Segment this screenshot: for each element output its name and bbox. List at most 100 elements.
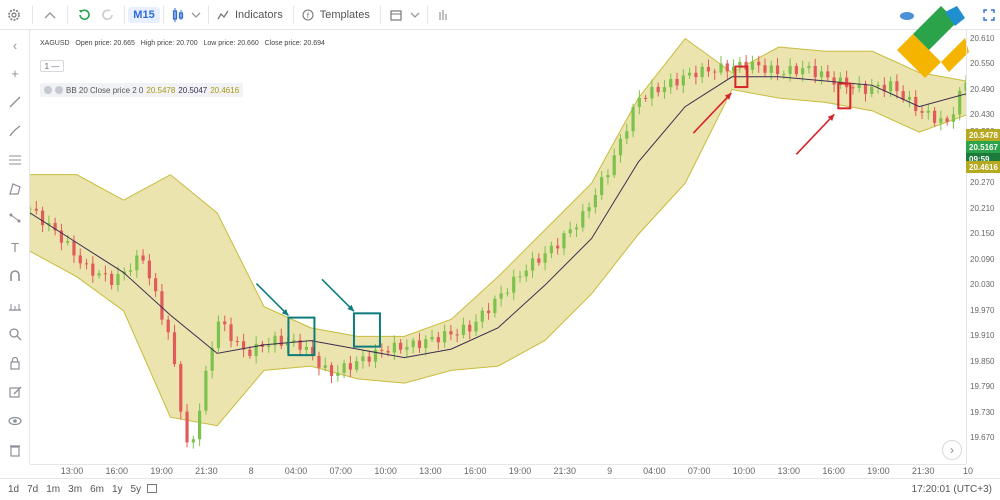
divider [379, 5, 381, 24]
price-tick-label: 20.210 [970, 203, 995, 213]
period-1y[interactable]: 1y [111, 484, 123, 495]
crosshair-icon[interactable]: + [11, 65, 19, 81]
candle-body [876, 84, 880, 87]
candle-body [392, 342, 396, 353]
candle-body [882, 84, 886, 92]
lower-band-tag-label: 20.4616 [969, 162, 998, 172]
indicator-settings-gear-icon[interactable] [55, 86, 63, 94]
time-tick-label: 19:00 [867, 466, 890, 476]
time-axis[interactable]: 13:00 16:00 19:00 21:30 8 04:00 07:00 10:00 13:0… [30, 464, 973, 478]
candle-body [317, 355, 321, 368]
bollinger-band-fill [30, 38, 966, 426]
text-icon[interactable]: T [11, 239, 19, 255]
indicators-button[interactable]: Indicators [213, 0, 289, 30]
countdown-tag-label: 09:59 [969, 154, 990, 164]
candle-body [650, 86, 654, 99]
settings-gear-icon[interactable] [0, 0, 28, 30]
redo-icon[interactable] [96, 0, 120, 30]
scroll-right-icon[interactable]: › [942, 440, 962, 460]
calendar-icon[interactable] [385, 0, 407, 30]
pattern-icon[interactable] [6, 209, 24, 227]
cloud-icon[interactable] [898, 0, 916, 30]
candle-body [235, 341, 239, 343]
candle-body [618, 138, 623, 156]
candle-body [863, 83, 868, 94]
pane-count-toggle[interactable]: 1 — [40, 60, 64, 72]
candlestick-type-icon[interactable] [168, 0, 188, 30]
candle-body [813, 66, 817, 78]
candle-body [311, 346, 315, 356]
candle-body [480, 310, 484, 322]
candle-body [424, 339, 428, 348]
candle-body [373, 349, 378, 362]
candle-body [775, 65, 780, 75]
candle-body [116, 274, 120, 285]
candle-body [417, 340, 422, 348]
brush-icon[interactable] [6, 122, 24, 140]
candle-body [66, 241, 70, 243]
candle-body [505, 292, 510, 294]
candle-body [556, 245, 560, 249]
candle-body [625, 131, 629, 139]
candle-body [750, 61, 755, 70]
bollinger-legend[interactable]: BB 20 Close price 2 0 20.5478 20.5047 20… [40, 83, 244, 97]
period-1d[interactable]: 1d [8, 484, 20, 495]
eye-icon[interactable] [6, 412, 24, 430]
time-tick-label: 10 [962, 466, 974, 476]
fibonacci-icon[interactable] [6, 151, 24, 169]
period-5y[interactable]: 5y [130, 484, 142, 495]
period-7d[interactable]: 7d [27, 484, 39, 495]
candle-body [914, 96, 918, 112]
calendar-chevron-down-icon[interactable] [407, 0, 423, 30]
candle-body [807, 66, 811, 69]
candle-body [59, 230, 64, 243]
candle-body [857, 83, 861, 88]
date-range-calendar-icon[interactable] [147, 483, 158, 496]
period-3m[interactable]: 3m [68, 484, 83, 495]
bollinger-upper-value: 20.5478 [146, 85, 176, 95]
divider [32, 5, 33, 24]
fullscreen-icon[interactable] [978, 0, 1000, 30]
undo-icon[interactable] [72, 0, 96, 30]
candle-body [273, 335, 277, 346]
price-axis[interactable]: 20.61020.55020.49020.43020.39020.33020.2… [966, 30, 1000, 464]
time-tick-label: 10:00 [732, 466, 756, 476]
measure-icon[interactable] [6, 296, 24, 314]
candle-body [681, 75, 685, 86]
chart-pane[interactable] [30, 30, 966, 464]
candle-body [78, 255, 82, 264]
candle-body [468, 324, 472, 332]
candle-body [103, 273, 107, 275]
shape-icon[interactable] [6, 180, 24, 198]
trend-line-icon[interactable] [6, 93, 24, 111]
period-6m[interactable]: 6m [90, 484, 104, 495]
svg-text:f: f [306, 12, 309, 20]
price-chart[interactable] [30, 30, 966, 464]
candle-body [97, 273, 101, 276]
entry-arrowhead [281, 308, 289, 316]
candle-body [889, 81, 893, 92]
candle-body [499, 293, 503, 299]
candle-body [336, 372, 340, 376]
zoom-in-icon[interactable] [6, 325, 24, 343]
candle-body [549, 245, 553, 254]
candle-body [216, 321, 221, 348]
collapse-chevron-up-icon[interactable] [37, 0, 63, 30]
chart-type-chevron-down-icon[interactable] [188, 0, 204, 30]
candle-body [461, 324, 466, 335]
collapse-arrow-left-icon[interactable]: ‹ [12, 37, 18, 53]
compare-bars-icon[interactable] [432, 0, 454, 30]
candle-body [430, 337, 434, 340]
candle-body [166, 319, 170, 333]
candle-body [562, 233, 566, 249]
magnet-icon[interactable] [6, 267, 24, 285]
lock-icon[interactable] [6, 354, 24, 372]
templates-button[interactable]: f Templates [298, 0, 376, 30]
trash-icon[interactable] [6, 441, 24, 459]
edit-lock-icon[interactable] [6, 383, 24, 401]
period-1m[interactable]: 1m [46, 484, 61, 495]
indicators-icon [217, 10, 229, 19]
candle-body [40, 210, 45, 226]
timeframe-button[interactable]: M15 [128, 0, 160, 30]
remove-indicator-icon[interactable] [44, 86, 52, 94]
